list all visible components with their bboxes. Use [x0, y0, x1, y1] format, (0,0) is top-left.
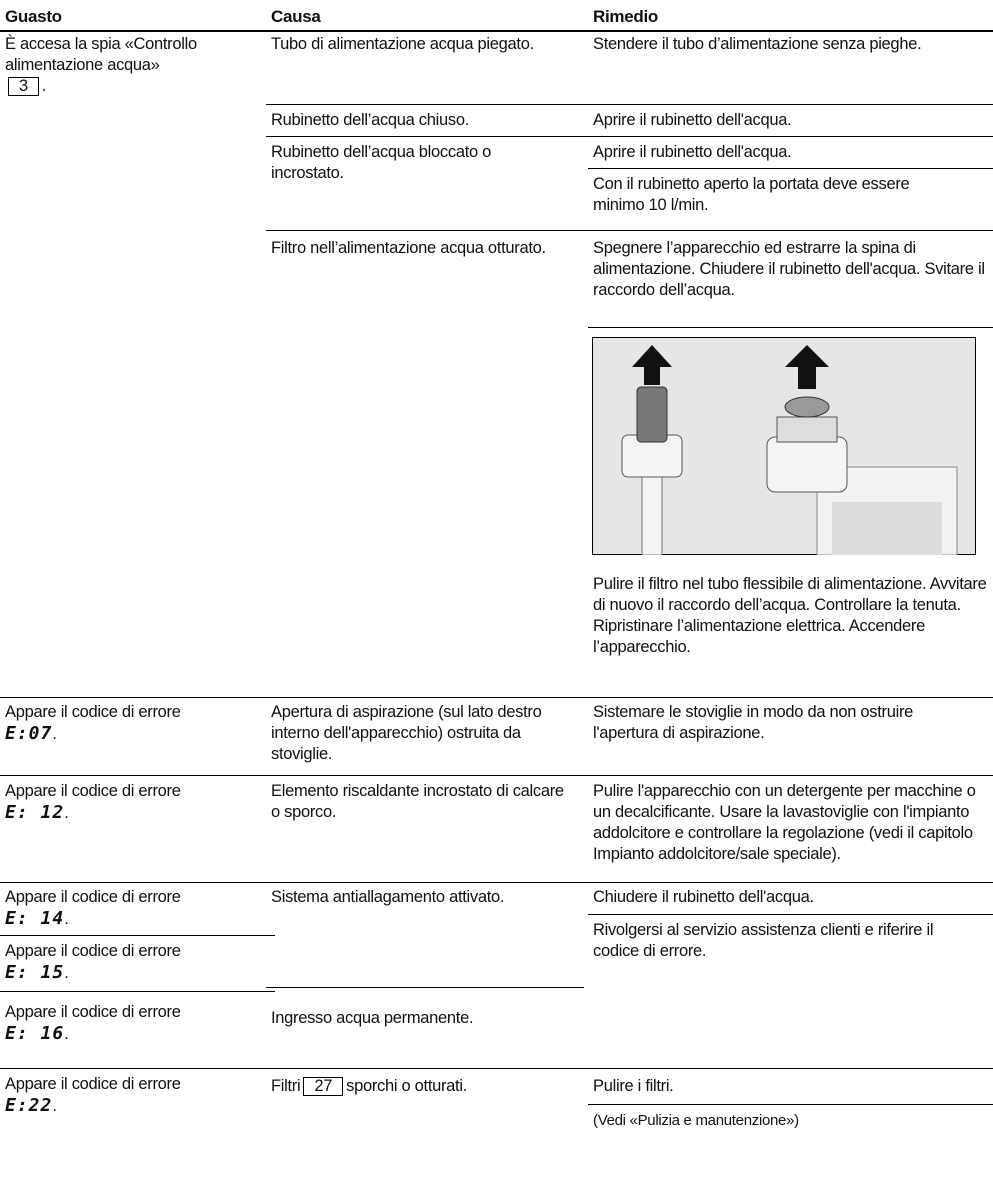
rule [0, 30, 993, 32]
remedy: Rivolgersi al servizio assistenza client… [593, 921, 934, 960]
rule [266, 230, 993, 231]
remedy: Spegnere l’apparecchio ed estrarre la sp… [593, 239, 985, 299]
text: E:07 [5, 723, 53, 744]
text: È accesa la spia «Controllo alimentazion… [5, 35, 197, 74]
fault: Appare il codice di errore E:22. [5, 1074, 245, 1117]
rule [0, 775, 993, 776]
cause: Apertura di aspirazione (sul lato destro… [271, 703, 542, 763]
cause: Tubo di alimentazione acqua piegato. [271, 35, 534, 53]
remedy: Aprire il rubinetto dell'acqua. [593, 111, 792, 129]
rule [0, 935, 275, 936]
remedy: Pulire il filtro nel tubo flessibile di … [593, 575, 987, 656]
rule [588, 1104, 993, 1105]
text: sporchi o otturati. [346, 1077, 467, 1095]
rule [0, 1068, 993, 1069]
rule [588, 327, 993, 328]
remedy: Stendere il tubo d’alimentazione senza p… [593, 35, 922, 53]
rule [588, 168, 993, 169]
fault: Appare il codice di errore E: 12. [5, 781, 245, 824]
text: Appare il codice di errore [5, 1003, 181, 1021]
fault: Appare il codice di errore E:07. [5, 702, 245, 745]
remedy: Chiudere il rubinetto dell'acqua. [593, 888, 814, 906]
text: Appare il codice di errore [5, 942, 181, 960]
text: Filtri [271, 1077, 301, 1095]
text: 3 [8, 77, 39, 96]
text: 27 [303, 1077, 344, 1096]
rule [588, 914, 993, 915]
cause: Sistema antiallagamento attivato. [271, 888, 505, 906]
remedy: Pulire l'apparecchio con un detergente p… [593, 782, 976, 863]
text: E: 16 [5, 1023, 65, 1044]
rule [0, 991, 275, 992]
text: . [64, 964, 69, 982]
rule [0, 882, 993, 883]
text: Appare il codice di errore [5, 782, 181, 800]
text: Appare il codice di errore [5, 888, 181, 906]
text: E: 15 [5, 962, 65, 983]
cause: Filtri 27 sporchi o otturati. [271, 1076, 579, 1097]
text: . [52, 1097, 57, 1115]
fault: Appare il codice di errore E: 14. [5, 887, 245, 930]
remedy: Con il rubinetto aperto la portata deve … [593, 175, 910, 214]
text: E:22 [5, 1095, 53, 1116]
remedy: (Vedi «Pulizia e manutenzione») [593, 1112, 799, 1129]
text: . [64, 1025, 69, 1043]
text: . [52, 725, 57, 743]
fault: Appare il codice di errore E: 15. [5, 941, 245, 984]
remedy: Pulire i filtri. [593, 1077, 674, 1095]
remedy: Aprire il rubinetto dell'acqua. [593, 143, 792, 161]
text: . [64, 804, 69, 822]
text: E: 14 [5, 908, 65, 929]
cause: Rubinetto dell’acqua bloccato o incrosta… [271, 143, 492, 182]
text: . [64, 910, 69, 928]
header: Rimedio [593, 7, 658, 26]
header: Guasto [5, 7, 62, 26]
cause: Rubinetto dell’acqua chiuso. [271, 111, 469, 129]
text: Appare il codice di errore [5, 703, 181, 721]
rule [266, 136, 993, 137]
cause: Ingresso acqua permanente. [271, 1009, 474, 1027]
text: Appare il codice di errore [5, 1075, 181, 1093]
text: E: 12 [5, 802, 65, 823]
cause: Filtro nell’alimentazione acqua otturato… [271, 239, 546, 257]
text: . [41, 77, 47, 95]
filter-illustration [592, 337, 976, 555]
header: Causa [271, 7, 321, 26]
rule [266, 104, 993, 105]
rule [266, 987, 584, 988]
rule [0, 697, 993, 698]
fault: Appare il codice di errore E: 16. [5, 1002, 245, 1045]
fault: È accesa la spia «Controllo alimentazion… [5, 34, 255, 97]
remedy: Sistemare le stoviglie in modo da non os… [593, 703, 914, 742]
cause: Elemento riscaldante incrostato di calca… [271, 782, 564, 821]
